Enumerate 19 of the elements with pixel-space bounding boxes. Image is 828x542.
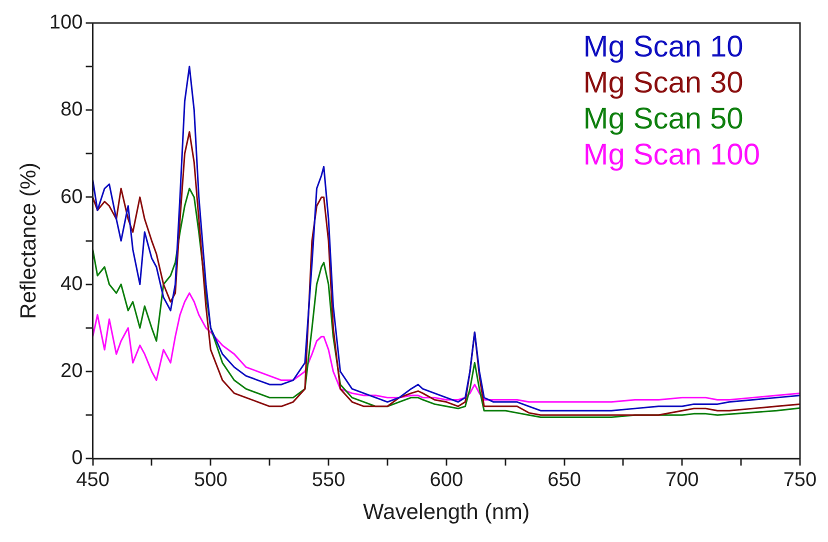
y-tick-label: 0 (72, 447, 83, 470)
text: Mg Scan 50 (583, 102, 744, 136)
y-axis-title: Reflectance (%) (15, 162, 40, 320)
y-tick-label: 80 (60, 98, 83, 121)
y-tick-label: 100 (49, 12, 83, 34)
x-tick-label: 750 (783, 469, 817, 492)
y-tick-label: 40 (60, 272, 83, 295)
x-tick-label: 650 (548, 469, 581, 492)
x-tick-label: 700 (665, 469, 699, 492)
x-axis-title: Wavelength (nm) (363, 498, 530, 524)
x-tick-label: 550 (312, 469, 346, 492)
text: Mg Scan 100 (583, 138, 760, 172)
x-tick-label: 500 (194, 469, 228, 492)
text: Mg Scan 10 (583, 30, 744, 64)
x-tick-label: 600 (430, 469, 464, 492)
x-tick-label: 450 (76, 469, 110, 492)
y-tick-label: 60 (60, 186, 83, 208)
text: Mg Scan 30 (583, 66, 744, 100)
y-tick-label: 20 (60, 360, 83, 382)
